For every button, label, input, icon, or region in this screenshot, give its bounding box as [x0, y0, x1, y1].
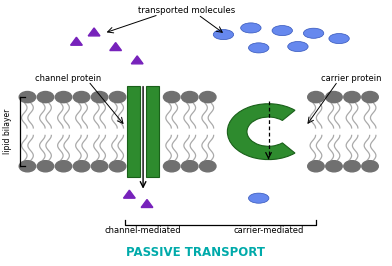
Circle shape [181, 92, 198, 103]
Circle shape [200, 161, 216, 172]
Circle shape [37, 161, 54, 172]
Text: carrier protein: carrier protein [321, 74, 381, 83]
Circle shape [73, 92, 90, 103]
Circle shape [55, 92, 72, 103]
Polygon shape [88, 28, 100, 36]
Circle shape [344, 92, 360, 103]
Circle shape [200, 92, 216, 103]
Text: channel protein: channel protein [35, 74, 102, 83]
Ellipse shape [303, 28, 324, 38]
Circle shape [109, 92, 126, 103]
Ellipse shape [249, 193, 269, 203]
Text: PASSIVE TRANSPORT: PASSIVE TRANSPORT [127, 246, 265, 259]
Ellipse shape [272, 26, 292, 36]
Wedge shape [227, 104, 295, 160]
Circle shape [37, 92, 54, 103]
Polygon shape [141, 200, 153, 207]
Circle shape [308, 161, 324, 172]
Ellipse shape [288, 41, 308, 52]
Polygon shape [110, 43, 122, 51]
Circle shape [326, 92, 342, 103]
Circle shape [163, 92, 180, 103]
Ellipse shape [213, 30, 234, 40]
Ellipse shape [329, 34, 349, 44]
Circle shape [362, 161, 378, 172]
Text: lipid bilayer: lipid bilayer [4, 109, 12, 154]
Circle shape [326, 161, 342, 172]
Text: carrier-mediated: carrier-mediated [233, 226, 304, 235]
Text: transported molecules: transported molecules [138, 6, 235, 15]
Circle shape [91, 92, 108, 103]
Polygon shape [131, 56, 143, 64]
Circle shape [308, 92, 324, 103]
Circle shape [55, 161, 72, 172]
Circle shape [19, 92, 36, 103]
Circle shape [109, 161, 126, 172]
Polygon shape [71, 37, 82, 45]
Circle shape [163, 161, 180, 172]
Ellipse shape [249, 43, 269, 53]
Bar [127, 86, 140, 177]
Circle shape [73, 161, 90, 172]
Text: channel-mediated: channel-mediated [105, 226, 181, 235]
Polygon shape [123, 190, 135, 198]
Circle shape [91, 161, 108, 172]
Circle shape [362, 92, 378, 103]
Bar [146, 86, 159, 177]
Circle shape [19, 161, 36, 172]
Ellipse shape [241, 23, 261, 33]
Circle shape [181, 161, 198, 172]
Circle shape [344, 161, 360, 172]
